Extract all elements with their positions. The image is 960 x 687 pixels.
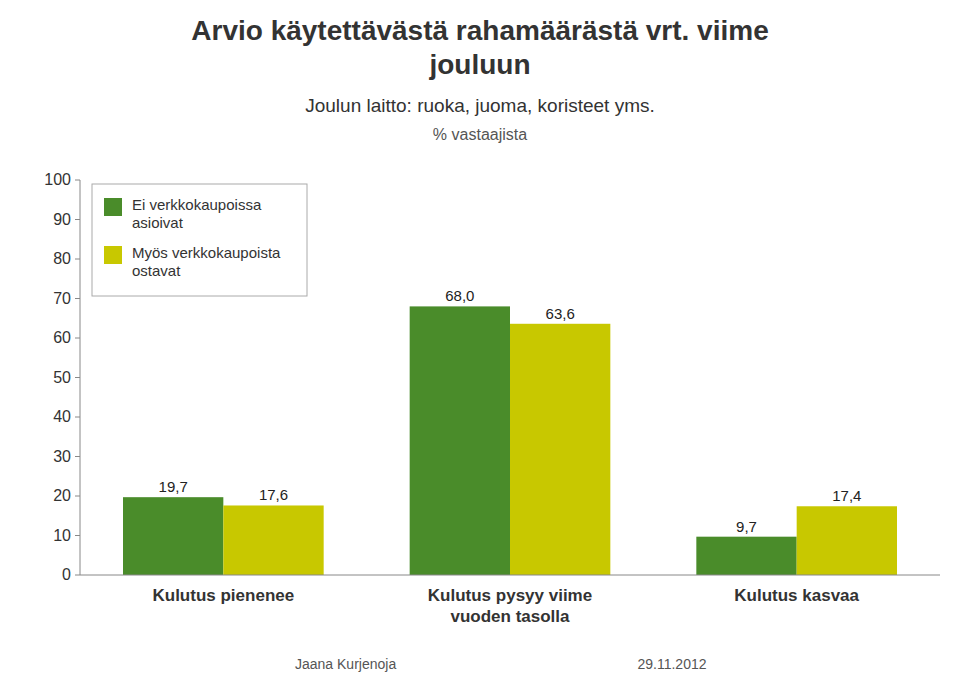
y-tick-label: 80 [53, 250, 71, 267]
y-tick [75, 298, 80, 299]
subtitle-line: % vastaajista [433, 126, 527, 143]
chart-svg: Arvio käytettävästä rahamäärästä vrt. vi… [0, 0, 960, 687]
y-tick [75, 535, 80, 536]
bar [696, 537, 796, 575]
bars [123, 306, 897, 575]
bar [123, 497, 223, 575]
text-line: Arvio käytettävästä rahamäärästä vrt. vi… [191, 15, 768, 46]
y-tick [75, 259, 80, 260]
footer-annotation: Jaana Kurjenoja [295, 656, 396, 672]
y-tick [75, 456, 80, 457]
text-line: Kulutus kasvaa [734, 586, 859, 605]
text-line: Ei verkkokaupoissa [132, 196, 262, 213]
footer-annotation: 29.11.2012 [637, 656, 706, 672]
legend-swatch [104, 198, 122, 216]
bar [223, 505, 323, 575]
y-tick-label: 10 [53, 527, 71, 544]
bar [797, 506, 897, 575]
text-line: Kulutus pysyy viime [428, 586, 592, 605]
y-tick-label: 50 [53, 369, 71, 386]
data-labels: 19,7 68,0 9,7 17,6 63,6 17,4 [159, 287, 862, 534]
y-tick-label: 30 [53, 448, 71, 465]
y-tick-label: 70 [53, 290, 71, 307]
legend-frame [92, 184, 307, 296]
data-label: 19,7 [159, 478, 188, 495]
legend-label: Myös verkkokaupoistaostavat [132, 244, 281, 279]
x-tick-label: Kulutus pienenee [152, 586, 294, 605]
y-tick-label: 90 [53, 211, 71, 228]
data-label: 63,6 [546, 305, 575, 322]
data-label: 17,4 [832, 487, 861, 504]
background [0, 0, 960, 687]
y-tick [75, 377, 80, 378]
subtitle: Joulun laitto: ruoka, juoma, koristeet y… [305, 95, 655, 143]
text-line: ostavat [132, 262, 181, 279]
y-tick [75, 417, 80, 418]
data-label: 68,0 [445, 287, 474, 304]
chart-container: Arvio käytettävästä rahamäärästä vrt. vi… [0, 0, 960, 687]
legend: Ei verkkokaupoissaasioivat Myös verkkokau… [92, 184, 307, 296]
text-line: jouluun [428, 49, 530, 80]
data-label: 9,7 [736, 518, 757, 535]
y-tick-label: 20 [53, 487, 71, 504]
y-tick [75, 180, 80, 181]
y-tick-label: 100 [44, 171, 71, 188]
y-tick [75, 575, 80, 576]
text-line: vuoden tasolla [450, 607, 570, 626]
y-tick-label: 40 [53, 408, 71, 425]
y-tick [75, 496, 80, 497]
y-tick-label: 0 [62, 566, 71, 583]
subtitle-line: Joulun laitto: ruoka, juoma, koristeet y… [305, 95, 655, 116]
x-tick-label: Kulutus kasvaa [734, 586, 859, 605]
title: Arvio käytettävästä rahamäärästä vrt. vi… [191, 15, 768, 80]
data-label: 17,6 [259, 486, 288, 503]
text-line: Myös verkkokaupoista [132, 244, 281, 261]
x-axis-line [80, 575, 940, 576]
y-tick [75, 219, 80, 220]
bar [410, 306, 510, 575]
text-line: asioivat [132, 214, 184, 231]
legend-swatch [104, 246, 122, 264]
x-tick-label: Kulutus pysyy viime vuoden tasolla [428, 586, 592, 626]
y-tick [75, 338, 80, 339]
bar [510, 324, 610, 575]
y-tick-label: 60 [53, 329, 71, 346]
legend-label: Ei verkkokaupoissaasioivat [132, 196, 262, 231]
text-line: Kulutus pienenee [152, 586, 294, 605]
